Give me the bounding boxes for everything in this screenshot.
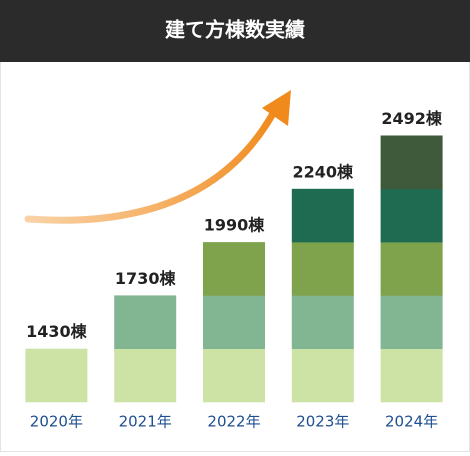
x-tick-label: 2021年 (119, 413, 172, 431)
value-label: 2492棟 (381, 109, 443, 128)
bar-segment (114, 295, 177, 349)
bar (114, 295, 177, 403)
bar-segment (291, 348, 354, 403)
value-label: 1730棟 (115, 269, 177, 288)
bar-segment (380, 188, 443, 243)
bar-segment (203, 348, 265, 403)
trend-arrow (24, 104, 280, 224)
value-label: 2240棟 (293, 162, 355, 181)
bar-segment (380, 135, 443, 190)
bar-segment (380, 295, 443, 349)
chart-title: 建て方棟数実績 (165, 18, 305, 42)
bar-segment (291, 188, 354, 243)
bar-segment (291, 295, 354, 349)
bar-segment (25, 348, 88, 403)
bar-segment (203, 295, 265, 349)
trend-arrowhead (262, 90, 291, 126)
value-label: 1430棟 (26, 322, 88, 341)
x-tick-label: 2023年 (296, 413, 349, 431)
bar-segment (203, 242, 265, 296)
bar (380, 135, 443, 403)
bar-segment (380, 348, 443, 403)
bar-segment (114, 348, 177, 403)
bar-segment (291, 242, 354, 296)
x-tick-label: 2024年 (385, 413, 438, 431)
value-label: 1990棟 (204, 216, 266, 235)
x-tick-label: 2022年 (207, 413, 260, 431)
bar (203, 242, 265, 403)
header (0, 0, 470, 62)
bar (25, 348, 88, 403)
bar (291, 188, 354, 403)
bar-segment (380, 242, 443, 296)
x-tick-label: 2020年 (30, 413, 83, 431)
